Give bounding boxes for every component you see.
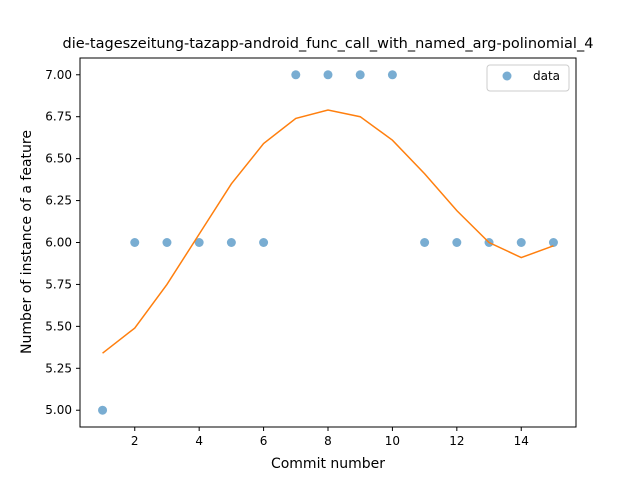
x-tick-label: 14 (514, 434, 529, 448)
data-point (387, 70, 397, 80)
plot-area (98, 70, 558, 415)
y-axis: 5.00 5.25 5.50 5.75 6.00 6.25 6.50 6.75 7.00 (45, 68, 80, 417)
y-tick-label: 5.00 (45, 403, 72, 417)
y-tick-label: 6.75 (45, 110, 72, 124)
data-point (548, 238, 558, 247)
x-axis-label: Commit number (271, 456, 385, 472)
data-point (323, 70, 333, 80)
data-point (259, 238, 269, 247)
legend: data (486, 64, 570, 92)
legend-marker (502, 71, 512, 81)
y-tick-label: 6.50 (45, 152, 72, 166)
x-axis: 2 4 6 8 10 12 14 (131, 427, 529, 448)
chart-title: die-tageszeitung-tazapp-android_func_cal… (63, 36, 594, 52)
y-tick-label: 6.00 (45, 236, 72, 250)
x-tick-label: 8 (324, 434, 332, 448)
data-point (226, 238, 236, 247)
data-point (516, 238, 526, 247)
axes-frame (79, 57, 577, 428)
y-axis-label: Number of instance of a feature (19, 130, 35, 354)
x-tick-label: 4 (195, 434, 203, 448)
data-point (355, 70, 365, 80)
x-tick-label: 2 (131, 434, 139, 448)
data-point (162, 238, 172, 247)
data-point (420, 238, 430, 247)
y-tick-label: 5.50 (45, 319, 72, 333)
data-point (98, 405, 108, 415)
data-point (130, 238, 140, 247)
fit-line (102, 109, 554, 354)
data-point (452, 238, 462, 247)
y-tick-label: 6.25 (45, 194, 72, 208)
y-tick-label: 5.75 (45, 277, 72, 291)
x-tick-label: 6 (260, 434, 268, 448)
x-tick-label: 12 (449, 434, 464, 448)
legend-box (486, 64, 570, 92)
y-tick-label: 7.00 (45, 68, 72, 82)
y-tick-label: 5.25 (45, 361, 72, 375)
data-point (291, 70, 301, 80)
data-point (194, 238, 204, 247)
x-tick-label: 10 (385, 434, 400, 448)
legend-label: data (533, 69, 560, 83)
